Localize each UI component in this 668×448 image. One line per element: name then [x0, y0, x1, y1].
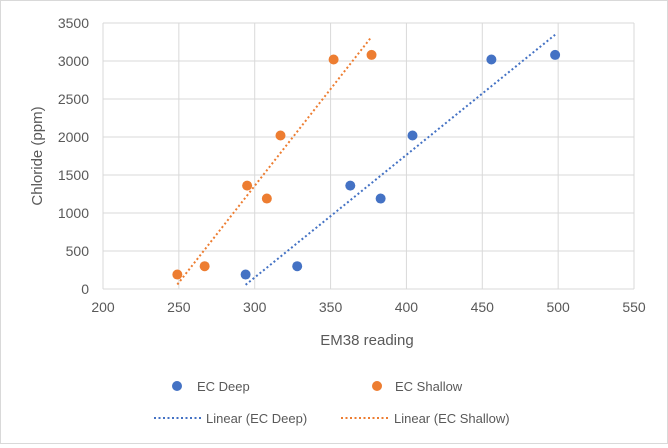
- x-tick-label-350: 350: [319, 299, 343, 315]
- point-series-0-3: [375, 193, 386, 204]
- x-tick-label-500: 500: [546, 299, 570, 315]
- point-series-1-4: [275, 130, 286, 141]
- y-tick-label-3000: 3000: [58, 53, 89, 69]
- x-tick-label-400: 400: [395, 299, 419, 315]
- x-tick-label-200: 200: [91, 299, 115, 315]
- point-series-1-0: [172, 269, 183, 280]
- legend-label-linear-ec-shallow: Linear (EC Shallow): [394, 411, 510, 426]
- legend: EC Deep EC Shallow Linear (EC Deep) Line…: [154, 379, 510, 426]
- point-series-0-0: [240, 269, 251, 280]
- legend-label-ec-deep: EC Deep: [197, 379, 250, 394]
- point-series-0-2: [345, 180, 356, 191]
- point-series-1-1: [199, 261, 210, 272]
- point-series-0-1: [292, 261, 303, 272]
- y-axis-title: Chloride (ppm): [29, 106, 46, 205]
- legend-label-linear-ec-deep: Linear (EC Deep): [206, 411, 307, 426]
- y-tick-label-3500: 3500: [58, 15, 89, 31]
- y-tick-label-2000: 2000: [58, 129, 89, 145]
- y-axis-ticks: 0 500 1000 1500 2000 2500 3000 3500: [58, 15, 89, 297]
- point-series-1-6: [366, 49, 377, 60]
- point-series-1-5: [328, 54, 339, 65]
- y-tick-label-2500: 2500: [58, 91, 89, 107]
- legend-label-ec-shallow: EC Shallow: [395, 379, 463, 394]
- point-series-1-3: [261, 193, 272, 204]
- y-tick-label-1500: 1500: [58, 167, 89, 183]
- x-axis-title: EM38 reading: [320, 332, 413, 349]
- gridlines: [102, 22, 635, 290]
- x-tick-label-300: 300: [243, 299, 267, 315]
- point-series-0-5: [486, 54, 497, 65]
- x-tick-label-450: 450: [471, 299, 495, 315]
- point-series-0-6: [550, 49, 561, 60]
- trendline-series-0: [244, 33, 556, 286]
- y-tick-label-500: 500: [66, 243, 90, 259]
- trendlines: [176, 33, 556, 286]
- x-axis-ticks: 200 250 300 350 400 450 500 550: [91, 299, 646, 315]
- y-tick-label-1000: 1000: [58, 205, 89, 221]
- trendline-series-1: [176, 36, 373, 286]
- point-series-0-4: [407, 130, 418, 141]
- data-points: [172, 49, 561, 280]
- y-tick-label-0: 0: [81, 281, 89, 297]
- point-series-1-2: [242, 180, 253, 191]
- x-tick-label-550: 550: [622, 299, 646, 315]
- legend-marker-ec-shallow: [372, 381, 382, 391]
- x-tick-label-250: 250: [167, 299, 191, 315]
- legend-marker-ec-deep: [172, 381, 182, 391]
